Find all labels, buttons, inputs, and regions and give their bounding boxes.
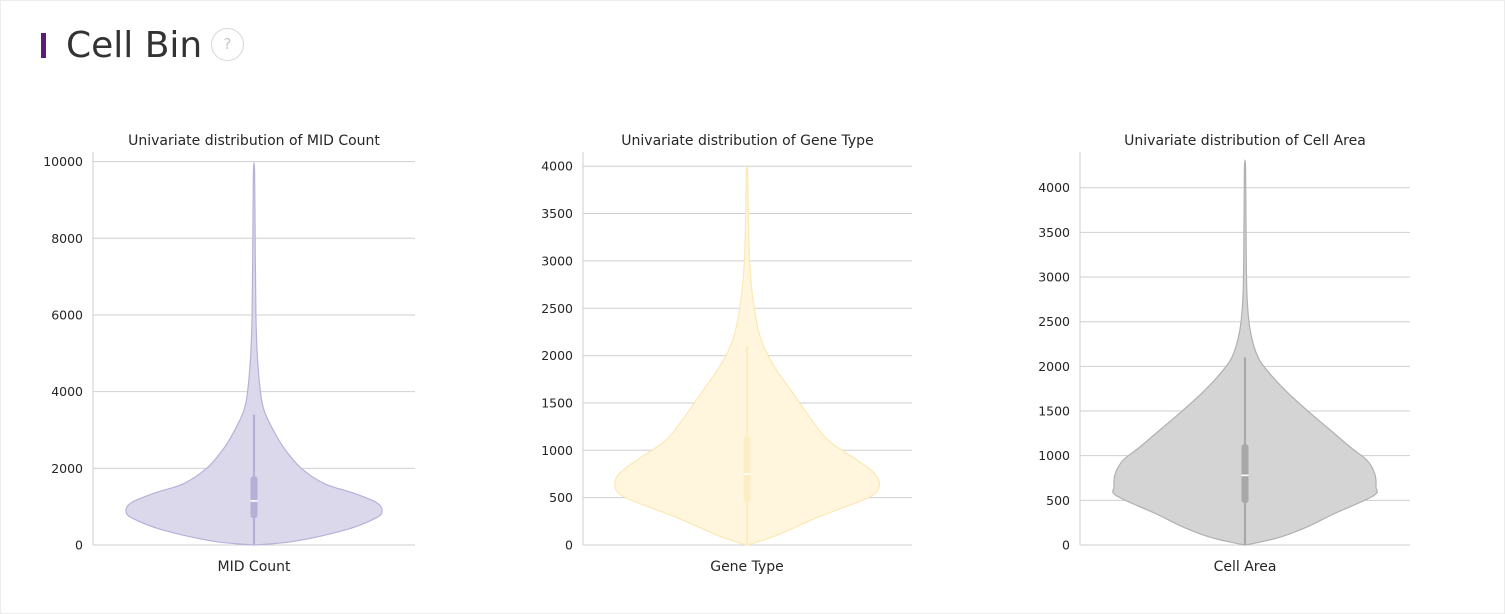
violin-body xyxy=(125,161,383,546)
y-tick-label: 3000 xyxy=(1038,270,1070,285)
x-axis-label: Gene Type xyxy=(710,559,784,575)
page-title: Cell Bin xyxy=(66,25,203,66)
y-tick-label: 0 xyxy=(565,538,573,553)
y-tick-label: 2000 xyxy=(51,461,83,476)
y-tick-label: 8000 xyxy=(51,231,83,246)
iqr-box xyxy=(1241,444,1249,504)
y-tick-label: 2000 xyxy=(1038,359,1070,374)
y-tick-label: 3500 xyxy=(1038,225,1070,240)
y-tick-label: 1500 xyxy=(541,395,573,410)
y-tick-label: 3500 xyxy=(541,206,573,221)
y-tick-label: 1000 xyxy=(1038,448,1070,463)
title-accent-bar xyxy=(41,33,46,58)
y-tick-label: 2000 xyxy=(541,348,573,363)
violin-chart-3: 0 500 1000 1500 2000 2500 3000 3500 4000 Univaria… xyxy=(1038,133,1410,575)
chart-title: Univariate distribution of MID Count xyxy=(128,133,380,149)
x-axis-label: Cell Area xyxy=(1214,559,1277,575)
y-tick-label: 2500 xyxy=(541,301,573,316)
y-tick-label: 4000 xyxy=(541,159,573,174)
y-tick-label: 2500 xyxy=(1038,314,1070,329)
y-tick-label: 10000 xyxy=(43,154,83,169)
y-tick-label: 500 xyxy=(549,490,573,505)
y-tick-label: 1500 xyxy=(1038,404,1070,419)
y-tick-label: 1000 xyxy=(541,443,573,458)
y-tick-label: 6000 xyxy=(51,307,83,322)
violin-chart-2: 0 500 1000 1500 2000 2500 3000 3500 4000 Univaria… xyxy=(541,133,912,575)
iqr-box xyxy=(250,475,258,519)
y-tick-label: 0 xyxy=(1062,538,1070,553)
chart-title: Univariate distribution of Gene Type xyxy=(621,133,873,149)
y-tick-label: 0 xyxy=(75,538,83,553)
help-icon[interactable]: ? xyxy=(211,28,244,61)
y-tick-label: 4000 xyxy=(1038,180,1070,195)
y-tick-label: 4000 xyxy=(51,384,83,399)
y-tick-label: 500 xyxy=(1046,493,1070,508)
y-tick-label: 3000 xyxy=(541,253,573,268)
x-axis-label: MID Count xyxy=(217,559,291,575)
iqr-box xyxy=(743,436,751,503)
violin-chart-1: 0 2000 4000 6000 8000 10000 Univariate distrib… xyxy=(43,133,415,575)
violin-body xyxy=(1112,159,1378,546)
chart-title: Univariate distribution of Cell Area xyxy=(1124,133,1366,149)
